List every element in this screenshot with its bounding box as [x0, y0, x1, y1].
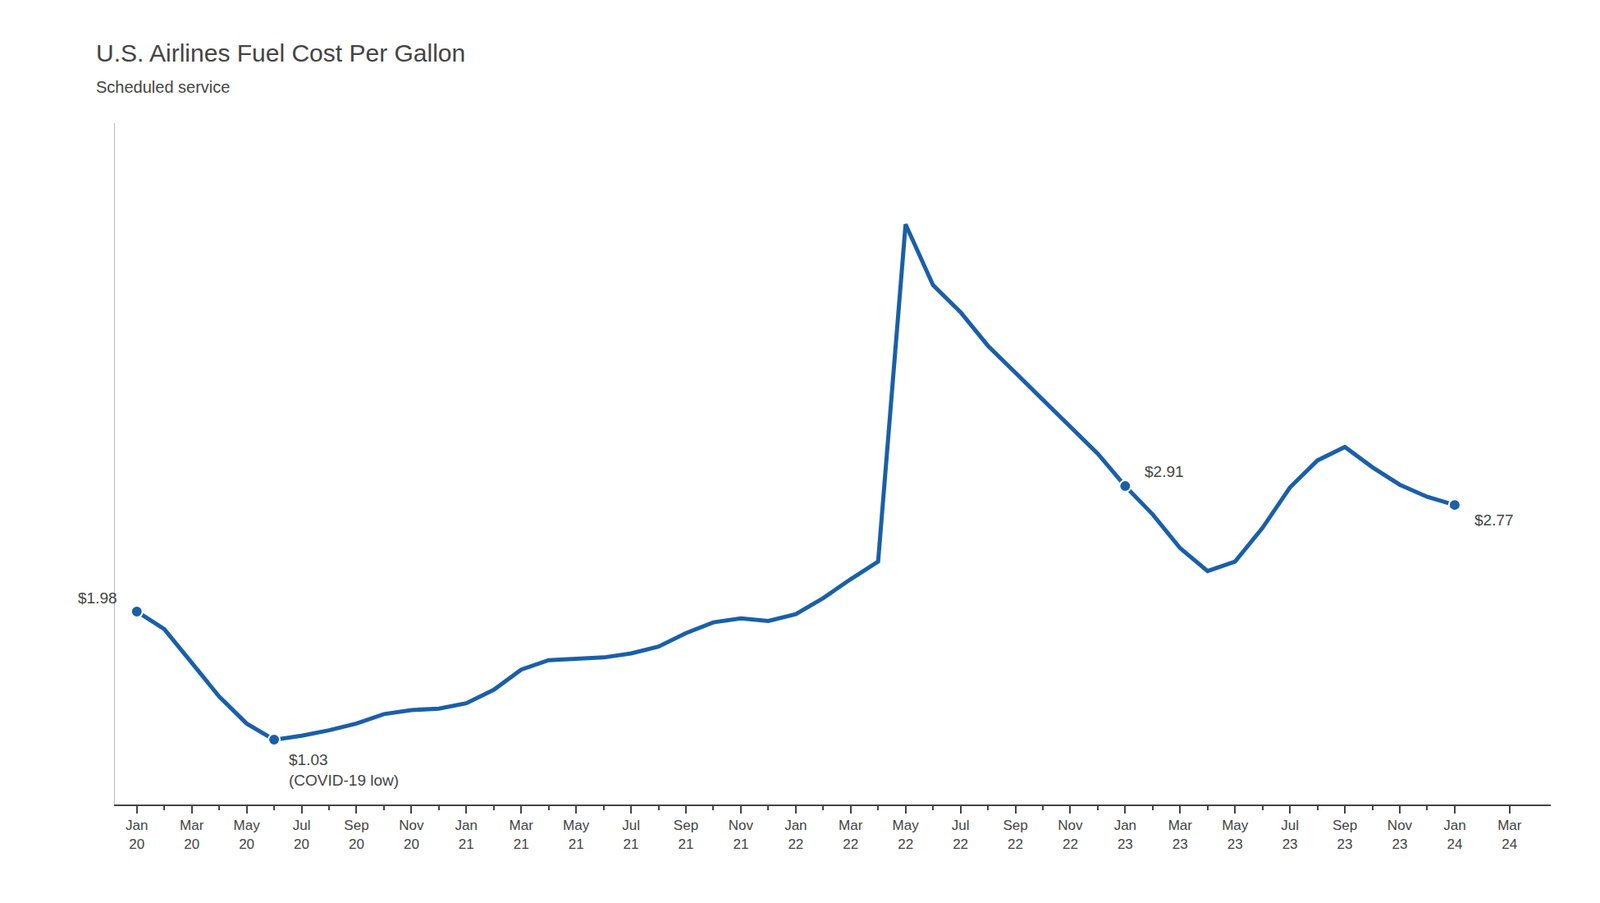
- svg-text:Mar21: Mar21: [509, 817, 535, 851]
- svg-text:Nov22: Nov22: [1057, 817, 1084, 851]
- svg-text:Jan24: Jan24: [1443, 817, 1466, 851]
- svg-text:$2.77: $2.77: [1474, 511, 1514, 529]
- svg-text:Nov23: Nov23: [1387, 817, 1413, 851]
- svg-text:$1.03(COVID-19 low): $1.03(COVID-19 low): [288, 750, 399, 789]
- svg-text:U.S. Airlines Fuel Cost Per Ga: U.S. Airlines Fuel Cost Per Gallon: [96, 39, 466, 67]
- svg-text:$2.91: $2.91: [1144, 462, 1184, 480]
- svg-text:May20: May20: [233, 817, 261, 851]
- svg-text:Sep22: Sep22: [1002, 817, 1028, 851]
- svg-text:May23: May23: [1221, 817, 1249, 851]
- svg-text:Sep23: Sep23: [1332, 817, 1358, 851]
- svg-text:Jan22: Jan22: [784, 817, 807, 851]
- svg-text:Mar23: Mar23: [1168, 817, 1194, 851]
- svg-text:Jan21: Jan21: [455, 817, 478, 851]
- svg-text:Nov21: Nov21: [728, 817, 755, 851]
- svg-text:May22: May22: [892, 817, 920, 851]
- svg-text:Sep20: Sep20: [343, 817, 369, 851]
- svg-text:Jan20: Jan20: [125, 817, 148, 851]
- svg-text:Jul21: Jul21: [621, 817, 640, 851]
- svg-text:$1.98: $1.98: [77, 589, 118, 607]
- svg-text:Jul23: Jul23: [1280, 817, 1299, 851]
- svg-text:Scheduled service: Scheduled service: [96, 77, 230, 96]
- svg-text:Jul20: Jul20: [292, 817, 311, 851]
- svg-text:Mar20: Mar20: [179, 817, 205, 851]
- svg-text:Jul22: Jul22: [951, 817, 970, 851]
- svg-text:May21: May21: [562, 817, 590, 851]
- svg-text:Mar22: Mar22: [838, 817, 864, 851]
- svg-text:Jan23: Jan23: [1114, 817, 1137, 851]
- svg-text:Nov20: Nov20: [398, 817, 425, 851]
- svg-text:Mar24: Mar24: [1497, 817, 1523, 851]
- svg-text:Sep21: Sep21: [673, 817, 699, 851]
